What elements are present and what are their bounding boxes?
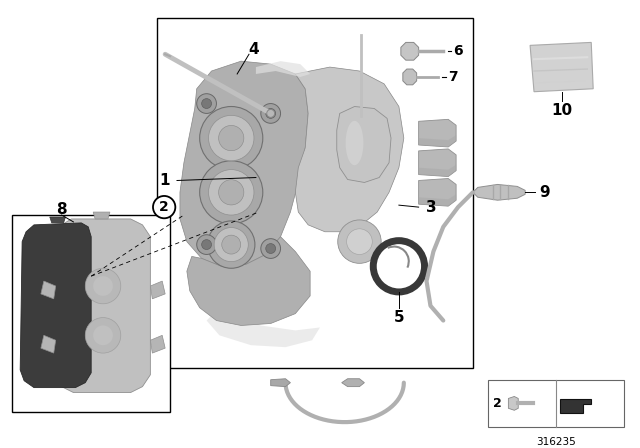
Circle shape: [200, 107, 263, 170]
Text: 7: 7: [448, 70, 458, 84]
Text: 9: 9: [540, 185, 550, 200]
Circle shape: [207, 221, 255, 268]
Circle shape: [261, 239, 280, 258]
Polygon shape: [41, 336, 56, 353]
Circle shape: [266, 244, 276, 254]
Circle shape: [222, 235, 241, 254]
Polygon shape: [530, 43, 593, 92]
Circle shape: [93, 325, 113, 345]
Ellipse shape: [346, 121, 364, 165]
Text: 2: 2: [159, 200, 169, 214]
Text: 10: 10: [551, 103, 572, 118]
Circle shape: [200, 161, 263, 224]
Polygon shape: [180, 61, 308, 266]
Circle shape: [85, 318, 121, 353]
Polygon shape: [419, 178, 456, 206]
Circle shape: [219, 125, 244, 151]
Polygon shape: [403, 69, 417, 85]
Polygon shape: [419, 165, 456, 177]
Polygon shape: [419, 149, 456, 177]
Polygon shape: [150, 281, 165, 299]
Circle shape: [93, 276, 113, 296]
Polygon shape: [419, 119, 456, 147]
Circle shape: [338, 220, 381, 263]
Polygon shape: [207, 306, 320, 347]
Text: 5: 5: [394, 310, 404, 325]
Circle shape: [383, 250, 415, 282]
Polygon shape: [56, 219, 150, 392]
Text: 6: 6: [453, 44, 463, 58]
Polygon shape: [559, 400, 591, 413]
Polygon shape: [401, 43, 419, 60]
Circle shape: [267, 109, 275, 117]
Circle shape: [209, 170, 254, 215]
Polygon shape: [342, 379, 364, 387]
Text: 1: 1: [159, 173, 170, 188]
Bar: [488, 380, 624, 427]
Bar: [157, 18, 473, 368]
Polygon shape: [419, 135, 456, 147]
Circle shape: [85, 268, 121, 304]
Polygon shape: [187, 237, 310, 325]
Polygon shape: [256, 61, 310, 77]
Text: 8: 8: [56, 202, 67, 216]
Circle shape: [347, 229, 372, 254]
Text: 4: 4: [248, 42, 259, 57]
Circle shape: [209, 115, 254, 161]
Polygon shape: [271, 379, 291, 387]
Circle shape: [261, 103, 280, 123]
Polygon shape: [337, 107, 391, 182]
Polygon shape: [93, 212, 110, 219]
Circle shape: [202, 240, 211, 250]
Polygon shape: [508, 396, 518, 410]
Polygon shape: [419, 194, 456, 206]
Text: 3: 3: [426, 200, 436, 215]
Circle shape: [196, 235, 216, 254]
Polygon shape: [41, 281, 56, 299]
Bar: [12, 215, 170, 412]
Polygon shape: [473, 185, 525, 200]
Polygon shape: [150, 336, 165, 353]
Circle shape: [202, 99, 211, 108]
Polygon shape: [50, 217, 65, 223]
Text: 316235: 316235: [536, 437, 575, 447]
Circle shape: [214, 228, 248, 262]
Circle shape: [219, 180, 244, 205]
Text: 2: 2: [493, 397, 502, 410]
Polygon shape: [295, 67, 404, 232]
Polygon shape: [20, 223, 91, 388]
Circle shape: [196, 94, 216, 113]
Circle shape: [266, 108, 276, 118]
